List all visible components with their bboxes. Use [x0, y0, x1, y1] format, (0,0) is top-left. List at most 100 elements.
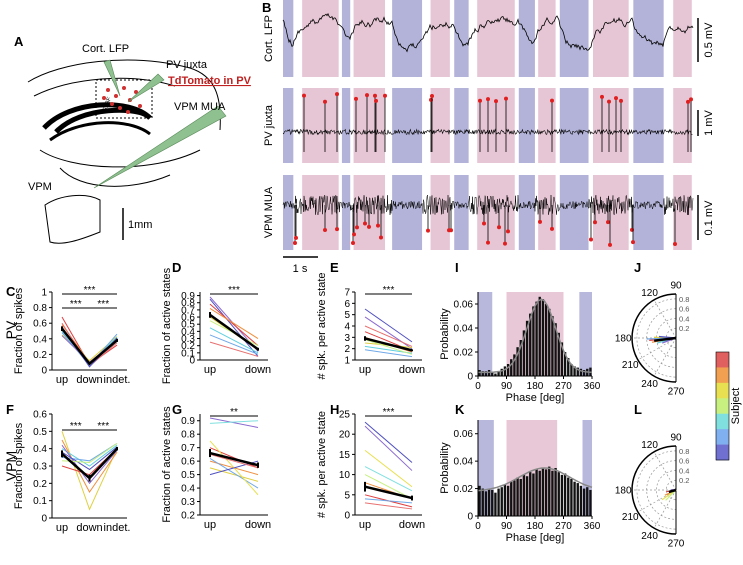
trace-label: PV juxta: [263, 104, 275, 146]
colorbar-swatch: [716, 444, 729, 461]
bar: [548, 308, 551, 376]
state-band: [302, 0, 339, 77]
y-tick-label: 5: [344, 490, 350, 501]
y-tick-label: 0.8: [181, 430, 195, 441]
subject-line: [364, 498, 413, 504]
bar: [573, 366, 576, 376]
bar: [525, 320, 529, 376]
y-tick-label: 0.4: [33, 444, 47, 455]
state-band: [454, 88, 469, 163]
spike-dot: [506, 229, 510, 234]
y-tick-label: 3: [344, 333, 350, 344]
state-band: [673, 175, 692, 250]
spike-dot: [354, 96, 358, 101]
bar: [529, 313, 532, 376]
y-tick-label: 7: [344, 288, 350, 299]
bar: [532, 306, 535, 376]
bar: [570, 478, 573, 516]
spike-dot: [503, 241, 507, 246]
subject-line: [61, 446, 118, 471]
state-band: [518, 88, 535, 163]
y-tick-label: 0.7: [181, 305, 195, 316]
spike-dot: [374, 98, 378, 103]
spike-dot: [294, 235, 298, 240]
significance-label: ***: [383, 285, 395, 296]
cell: [122, 86, 126, 90]
spike-dot: [478, 98, 482, 103]
x-tick-label: 180: [527, 521, 544, 532]
spike-dot: [608, 242, 612, 247]
phase-region: [579, 292, 592, 376]
r-tick-label: 0.6: [679, 457, 689, 466]
bar: [513, 354, 516, 376]
significance-label: ***: [228, 285, 240, 296]
theta-tick-label: 90: [670, 281, 682, 292]
spike-dot: [593, 220, 597, 225]
spike-dot: [504, 96, 508, 101]
bar: [557, 332, 560, 376]
panel-letter: D: [172, 260, 181, 275]
state-band: [430, 0, 450, 77]
y-tick-label: 0.02: [454, 348, 474, 359]
y-tick-label: 0.6: [181, 313, 195, 324]
y-tick-label: 0.2: [181, 341, 195, 352]
spike-dot: [379, 235, 383, 240]
y-tick-label: 0.8: [33, 303, 47, 314]
subject-line: [364, 325, 413, 347]
y-tick-label: 0.4: [33, 334, 47, 345]
significance-label: ***: [97, 421, 109, 432]
spike-dot: [351, 240, 355, 245]
y-tick-label: 0.8: [181, 298, 195, 309]
significance-label: ***: [84, 285, 96, 296]
significance-label: ***: [70, 421, 82, 432]
state-band: [283, 88, 294, 163]
spike-dot: [367, 224, 371, 229]
electrode-lfp: [103, 59, 121, 97]
theta-tick-label: 270: [668, 538, 685, 549]
x-tick-label: indet.: [104, 522, 131, 534]
bar: [535, 469, 538, 516]
electrodes: [93, 59, 227, 189]
bar: [589, 489, 592, 516]
bar: [529, 472, 532, 516]
r-tick-label: 0.6: [679, 305, 689, 314]
state-band: [454, 0, 469, 77]
mean-line: [364, 485, 413, 500]
y-tick-label: 4: [344, 322, 350, 333]
y-axis-label: Fraction of active states: [161, 406, 173, 523]
bar: [481, 371, 484, 376]
bar: [579, 485, 583, 516]
y-tick-label: 0: [189, 356, 195, 367]
bar: [497, 488, 500, 516]
spike-dot: [486, 97, 490, 102]
spike-dot: [589, 237, 593, 242]
bar: [570, 364, 573, 376]
state-band: [633, 0, 664, 77]
y-tick-label: 0.04: [454, 324, 474, 335]
r-grid: [646, 308, 677, 368]
y-tick-label: 0.6: [181, 457, 195, 468]
spike-dot: [383, 93, 387, 98]
bar: [522, 474, 526, 516]
y-tick-label: 0.2: [33, 479, 47, 490]
state-band: [392, 88, 423, 163]
subject-line: [209, 453, 259, 469]
bar: [497, 371, 500, 376]
spike-dot: [600, 94, 604, 99]
theta-tick-label: 240: [641, 531, 658, 542]
x-tick-label: down: [245, 364, 271, 376]
bar: [484, 371, 488, 376]
y-tick-label: 0: [41, 366, 47, 377]
mean-line: [61, 327, 118, 366]
y-tick-label: 0.4: [181, 327, 195, 338]
spike-dot: [335, 92, 339, 97]
bar: [538, 296, 541, 376]
bar: [544, 304, 548, 376]
theta-tick-label: 210: [622, 360, 639, 371]
panel-letter: A: [14, 34, 24, 49]
bar: [494, 492, 497, 516]
bar: [560, 474, 564, 516]
electrode-juxta: [127, 73, 165, 103]
significance-label: **: [230, 407, 238, 418]
cell: [126, 110, 130, 114]
